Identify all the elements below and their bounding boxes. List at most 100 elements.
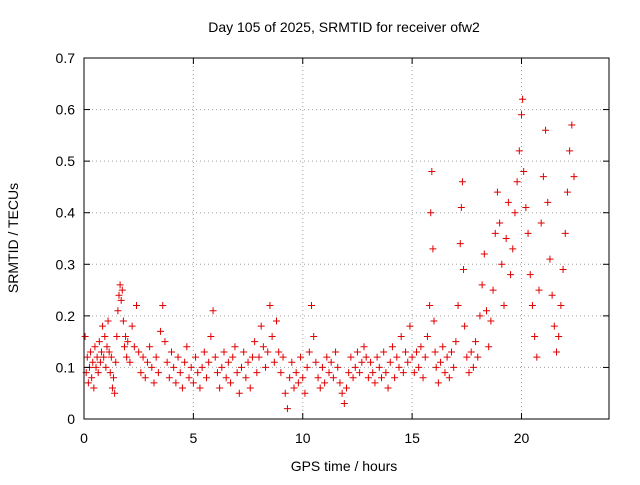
data-point xyxy=(154,369,162,377)
data-point xyxy=(358,358,366,366)
data-point xyxy=(220,348,228,356)
data-point xyxy=(513,178,521,186)
data-point xyxy=(114,307,122,315)
data-point xyxy=(356,369,364,377)
data-point xyxy=(198,363,206,371)
data-point xyxy=(242,374,250,382)
data-point xyxy=(264,348,272,356)
data-point xyxy=(483,307,490,315)
data-point xyxy=(108,384,116,392)
data-point xyxy=(168,348,175,356)
data-point xyxy=(270,358,278,366)
data-point xyxy=(185,374,193,382)
data-point xyxy=(203,374,210,382)
data-point xyxy=(489,286,497,294)
data-point xyxy=(373,353,381,361)
x-tick-label: 10 xyxy=(295,430,311,446)
data-point xyxy=(550,322,558,330)
data-point xyxy=(415,363,423,371)
data-point xyxy=(118,286,126,294)
data-point xyxy=(399,369,407,377)
data-point xyxy=(347,353,355,361)
y-tick-label: 0 xyxy=(67,411,75,427)
data-point xyxy=(563,188,571,196)
data-point xyxy=(98,348,105,356)
data-point xyxy=(531,332,539,340)
data-point xyxy=(111,389,119,397)
data-point xyxy=(123,353,131,361)
data-point xyxy=(303,363,311,371)
data-point xyxy=(290,384,298,392)
data-point xyxy=(233,369,241,377)
data-point xyxy=(141,374,149,382)
data-point xyxy=(81,332,89,340)
data-point xyxy=(137,369,145,377)
data-point xyxy=(445,374,453,382)
data-point xyxy=(286,374,294,382)
data-point xyxy=(301,389,309,397)
x-tick-label: 20 xyxy=(514,430,530,446)
data-point xyxy=(170,363,178,371)
data-points xyxy=(81,95,578,413)
data-point xyxy=(253,369,261,377)
data-point xyxy=(507,271,515,279)
data-point xyxy=(229,353,237,361)
data-point xyxy=(568,121,576,129)
data-point xyxy=(122,332,130,340)
data-point xyxy=(522,204,530,212)
data-point xyxy=(218,363,226,371)
data-point xyxy=(216,384,224,392)
data-point xyxy=(211,353,219,361)
data-point xyxy=(485,343,493,351)
data-point xyxy=(104,317,112,325)
data-point xyxy=(102,363,110,371)
data-point xyxy=(548,291,556,299)
data-point xyxy=(463,353,471,361)
data-point xyxy=(112,358,120,366)
data-point xyxy=(238,363,245,371)
data-point xyxy=(152,353,160,361)
data-point xyxy=(165,374,173,382)
x-tick-label: 15 xyxy=(404,430,420,446)
data-point xyxy=(189,379,197,387)
data-point xyxy=(87,348,95,356)
data-point xyxy=(100,353,108,361)
data-point xyxy=(406,322,414,330)
axis-ticks xyxy=(83,57,609,420)
data-point xyxy=(519,95,527,103)
data-point xyxy=(419,374,427,382)
data-point xyxy=(480,250,488,258)
data-point xyxy=(83,353,91,361)
data-point xyxy=(178,384,186,392)
data-point xyxy=(159,302,167,310)
data-point xyxy=(443,353,451,361)
data-point xyxy=(266,302,274,310)
data-point xyxy=(384,384,392,392)
data-point xyxy=(429,245,437,253)
data-point xyxy=(421,353,429,361)
tick-labels: 0 0.1 0.2 0.3 0.4 0.5 0.6 0.7 0 5 10 15 20 xyxy=(56,50,530,446)
data-point xyxy=(465,369,473,377)
data-point xyxy=(404,358,412,366)
data-point xyxy=(277,369,285,377)
data-point xyxy=(92,363,100,371)
data-point xyxy=(128,322,136,330)
data-point xyxy=(518,111,525,119)
data-point xyxy=(94,369,102,377)
data-point xyxy=(502,235,510,242)
data-point xyxy=(251,338,259,346)
data-point xyxy=(469,363,477,371)
data-point xyxy=(135,348,143,356)
data-point xyxy=(362,353,370,361)
data-point xyxy=(496,219,504,227)
data-point xyxy=(386,358,394,366)
data-point xyxy=(157,327,165,335)
data-point xyxy=(478,281,486,289)
data-point xyxy=(130,343,138,351)
data-point xyxy=(148,363,156,371)
data-point xyxy=(240,348,248,356)
data-point xyxy=(91,343,99,351)
data-point xyxy=(434,379,442,387)
data-point xyxy=(124,338,132,346)
data-point xyxy=(213,369,221,377)
